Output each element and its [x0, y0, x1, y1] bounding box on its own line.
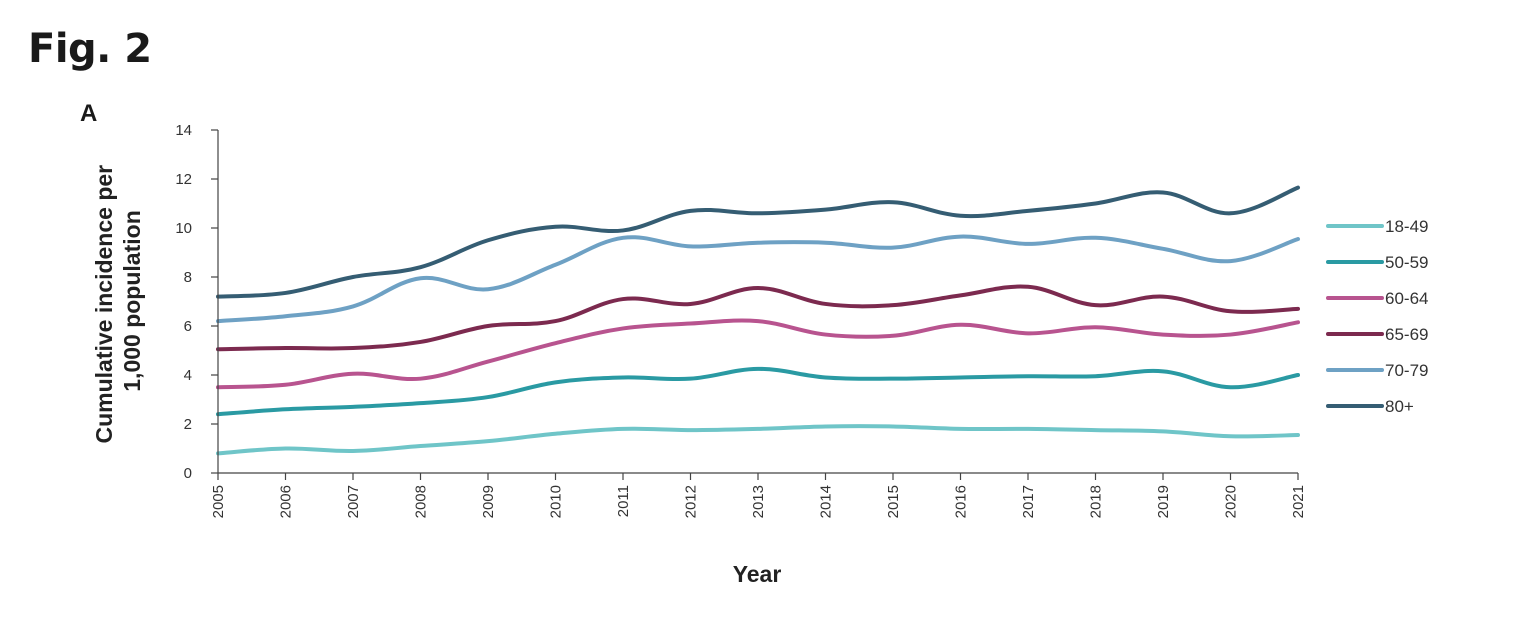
x-tick-label: 2011	[615, 485, 632, 517]
figure-label: Fig. 2	[28, 26, 152, 72]
x-tick-label: 2018	[1088, 485, 1105, 518]
x-tick-label: 2015	[885, 485, 902, 518]
y-tick-label: 2	[184, 416, 192, 433]
series-layer	[216, 185, 1300, 456]
x-tick-label: 2007	[345, 485, 362, 518]
legend-label: 70-79	[1385, 361, 1428, 380]
x-tick-label: 2008	[413, 485, 430, 518]
x-tick-label: 2020	[1223, 485, 1240, 518]
legend-label: 65-69	[1385, 325, 1428, 344]
y-tick-label: 0	[184, 465, 192, 482]
x-tick-label: 2005	[210, 485, 227, 518]
x-tick-label: 2019	[1155, 485, 1172, 518]
y-axis-title-line-2: 1,000 population	[119, 210, 145, 391]
x-tick-label: 2016	[953, 485, 970, 518]
y-tick-label: 12	[175, 171, 192, 188]
x-tick-label: 2014	[818, 485, 835, 518]
series-line-50-59	[216, 366, 1300, 417]
legend-label: 60-64	[1385, 289, 1428, 308]
panel-label: A	[80, 100, 98, 127]
legend-label: 80+	[1385, 397, 1414, 416]
legend-label: 50-59	[1385, 253, 1428, 272]
y-tick-label: 8	[184, 269, 192, 286]
series-line-18-49	[216, 424, 1300, 456]
y-axis-title: Cumulative incidence per 1,000 populatio…	[91, 158, 145, 443]
series-line-65-69	[216, 284, 1300, 352]
y-axis-title-line-1: Cumulative incidence per	[91, 165, 117, 444]
y-tick-label: 4	[184, 367, 192, 384]
y-tick-label: 10	[175, 220, 192, 237]
y-tick-label: 6	[184, 318, 192, 335]
y-tick-label: 14	[175, 122, 192, 139]
legend: 18-49 50-59 60-64 65-69 70-79 80+	[1326, 217, 1428, 416]
series-line-60-64	[216, 318, 1300, 390]
x-tick-label: 2012	[683, 485, 700, 518]
series-line-80+	[216, 185, 1300, 299]
x-axis-title: Year	[733, 561, 782, 587]
x-tick-label: 2017	[1020, 485, 1037, 518]
series-line-70-79	[216, 234, 1300, 324]
x-tick-label: 2021	[1290, 485, 1307, 518]
x-tick-label: 2006	[278, 485, 295, 518]
x-tick-label: 2013	[750, 485, 767, 518]
axis-layer: 0 2 4 6 8 10 12 14 2005 2006 2007 2008 2009 2010 2011 2…	[175, 122, 1307, 518]
x-tick-label: 2010	[548, 485, 565, 518]
x-tick-label: 2009	[480, 485, 497, 518]
legend-label: 18-49	[1385, 217, 1428, 236]
